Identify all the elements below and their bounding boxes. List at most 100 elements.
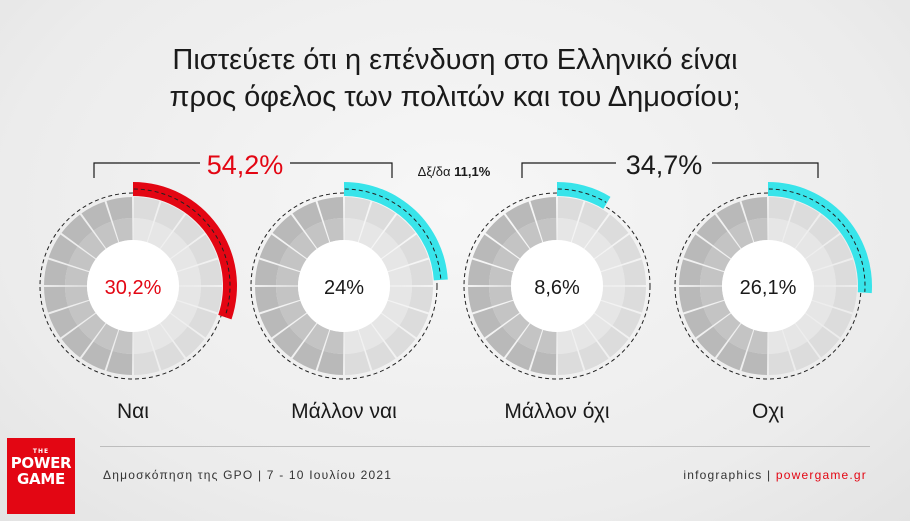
donut-segment (557, 197, 584, 222)
donut-segment (747, 218, 768, 243)
donut-segment (276, 265, 301, 286)
donut-segment (811, 286, 836, 307)
donut-segment (747, 329, 768, 354)
powergame-logo: THE POWER GAME (7, 438, 75, 514)
donut-segment (384, 214, 416, 246)
donut-segment (600, 265, 625, 286)
donut-segment (768, 197, 795, 222)
donut-segment (279, 300, 307, 326)
donut-segment (621, 286, 646, 313)
donut-segment (259, 307, 289, 338)
donut-segment (492, 300, 520, 326)
donut-segment (387, 286, 412, 307)
donut-category-label: Οχι (752, 400, 784, 423)
value-arc-dash (344, 188, 442, 280)
donut-segment (289, 231, 317, 259)
donut-segment (344, 329, 365, 354)
donut-segment (741, 197, 768, 222)
donut-segment (805, 300, 833, 326)
donut-segment (289, 313, 317, 341)
donut-segment (789, 341, 820, 371)
donut-segment (485, 214, 517, 246)
donut-segment (170, 246, 198, 272)
donut-segment (133, 197, 160, 222)
donut-segment (61, 214, 93, 246)
donut-segment (344, 350, 371, 375)
donut-segment (272, 326, 304, 358)
footer-site-link[interactable]: powergame.gr (775, 468, 867, 482)
donut-segment (703, 300, 731, 326)
donut-segment (358, 221, 384, 249)
donut-segment (317, 197, 344, 222)
donut-segment (505, 201, 536, 231)
donut-segment (160, 313, 188, 341)
donut-segment (381, 300, 409, 326)
dont-know-text: Δξ/δα (418, 164, 451, 179)
donut-segment (344, 218, 365, 243)
donut-segment (782, 221, 808, 249)
donut-3: 8,6% Μάλλον όχι (463, 182, 651, 423)
donut-segment (358, 323, 384, 351)
donut-segment (683, 307, 713, 338)
donut-category-label: Ναι (117, 400, 149, 423)
donut-segment (365, 341, 396, 371)
donut-segment (728, 221, 754, 249)
donut-category-label: Μάλλον όχι (504, 400, 609, 423)
donut-segment (492, 246, 520, 272)
donut-4: 26,1% Οχι (674, 182, 872, 423)
donut-segment (696, 214, 728, 246)
donut-segment (371, 313, 399, 341)
value-arc (768, 182, 872, 294)
donut-segment (703, 246, 731, 272)
donut-segment (536, 218, 557, 243)
donut-center (87, 240, 179, 332)
donut-segment (188, 234, 218, 265)
donut-segment (679, 259, 704, 286)
donut-segment (517, 323, 543, 351)
donut-segment (399, 307, 429, 338)
donut-segment (621, 259, 646, 286)
donut-segment (106, 197, 133, 222)
donut-segment (530, 350, 557, 375)
donut-segment (832, 259, 857, 286)
donut-segment (48, 307, 78, 338)
donut-segment (176, 286, 201, 307)
donut-value-label: 24% (324, 277, 364, 299)
donut-segment (536, 329, 557, 354)
donut-segment (502, 231, 530, 259)
donut-segment (365, 201, 396, 231)
title-line-2: προς όφελος των πολιτών και του Δημοσίου… (169, 81, 741, 113)
donut-segment (197, 286, 222, 313)
donut-segment (832, 286, 857, 313)
donut-segment (468, 259, 493, 286)
donut-segment (517, 221, 543, 249)
donut-segment (133, 218, 154, 243)
positive-group-label: 54,2% (207, 150, 284, 180)
dont-know-label: Δξ/δα 11,1% (418, 164, 491, 179)
donut-segment (811, 265, 836, 286)
dont-know-value: 11,1% (454, 164, 491, 179)
footer-credit: infographics | powergame.gr (683, 468, 867, 482)
donut-segment (571, 323, 597, 351)
donut-segment (304, 323, 330, 351)
donut-segment (93, 221, 119, 249)
donut-segment (68, 300, 96, 326)
donut-segment (768, 329, 789, 354)
donut-segment (112, 329, 133, 354)
donut-segment (489, 265, 514, 286)
donut-segment (805, 246, 833, 272)
donut-segment (597, 214, 629, 246)
donut-segment (133, 350, 160, 375)
donut-center (298, 240, 390, 332)
donut-segment (147, 221, 173, 249)
donut-value-label: 30,2% (105, 277, 162, 299)
donut-segment (768, 218, 789, 243)
donut-2: 24% Μάλλον ναι (250, 182, 448, 423)
logo-power: POWER (10, 454, 72, 472)
value-arc (344, 182, 448, 281)
donut-segment (612, 307, 642, 338)
donut-segment (317, 350, 344, 375)
donut-segment (557, 350, 584, 375)
donut-segment (696, 326, 728, 358)
donut-segment (304, 221, 330, 249)
